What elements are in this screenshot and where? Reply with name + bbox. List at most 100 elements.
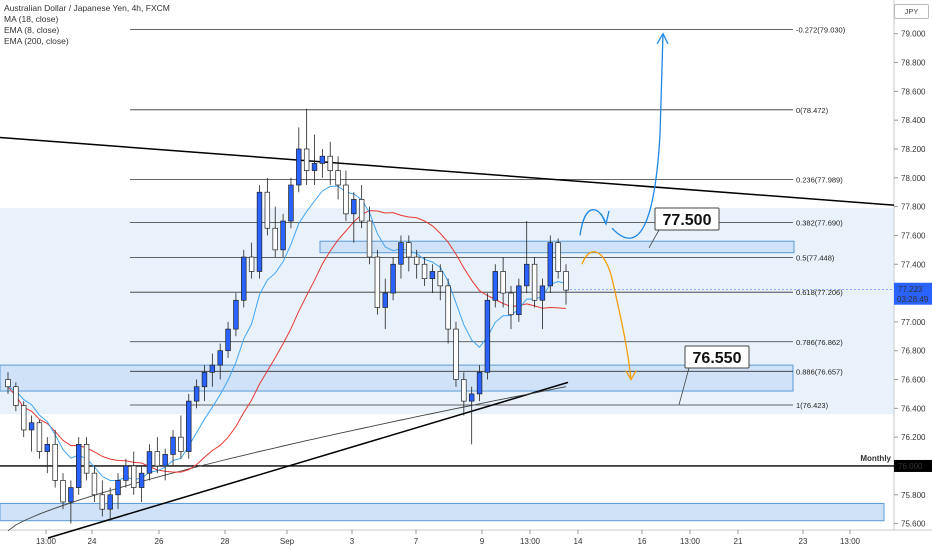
candle bbox=[115, 473, 121, 510]
price-tick-label: 77.400 bbox=[901, 260, 926, 269]
fib-label: 0.618(77.206) bbox=[796, 288, 843, 297]
candle bbox=[406, 235, 412, 272]
candle-body bbox=[146, 451, 153, 474]
time-tick-label: Sep bbox=[280, 537, 295, 546]
candle-body bbox=[170, 436, 176, 455]
legend-title: Australian Dollar / Japanese Yen, 4h, FX… bbox=[4, 3, 170, 13]
candle bbox=[351, 192, 357, 243]
candle-body bbox=[225, 328, 231, 352]
candle bbox=[21, 401, 27, 438]
fib-label: 0(78.472) bbox=[796, 106, 829, 115]
candle bbox=[453, 321, 459, 387]
candle bbox=[461, 372, 467, 416]
candle bbox=[374, 249, 381, 315]
candle bbox=[523, 221, 530, 294]
candle bbox=[186, 393, 192, 459]
candle bbox=[241, 249, 247, 308]
candle bbox=[256, 185, 263, 279]
chart-legend: Australian Dollar / Japanese Yen, 4h, FX… bbox=[4, 3, 170, 47]
candle bbox=[398, 235, 404, 279]
currency-badge[interactable]: JPY bbox=[894, 4, 929, 19]
candle-body bbox=[138, 472, 145, 488]
candle-body bbox=[233, 299, 239, 330]
fib-label: 0.886(76.657) bbox=[796, 367, 843, 376]
candle-body bbox=[406, 242, 412, 258]
fib-label: 0.786(76.862) bbox=[796, 338, 843, 347]
time-tick-label: 16 bbox=[638, 537, 647, 546]
candle bbox=[68, 480, 74, 524]
support-zone bbox=[0, 364, 794, 392]
candle-body bbox=[52, 443, 58, 481]
legend-ema200: EMA (200, close) bbox=[4, 36, 69, 46]
monthly-price-tag bbox=[894, 459, 932, 472]
candle bbox=[162, 448, 168, 481]
price-tick-label: 78.000 bbox=[901, 174, 926, 183]
fib-label: 0.5(77.448) bbox=[796, 253, 835, 262]
time-tick-label: 9 bbox=[480, 537, 485, 546]
candle bbox=[83, 437, 90, 481]
candle bbox=[296, 127, 302, 193]
fib-label: 1(76.423) bbox=[796, 401, 829, 410]
candle-body bbox=[248, 256, 255, 272]
candle-body bbox=[296, 148, 302, 186]
candle bbox=[138, 465, 145, 502]
candle bbox=[123, 458, 129, 488]
fib-levels: -0.272(79.030) 0(78.472) 0.236(77.989) 0.38… bbox=[130, 25, 846, 410]
time-tick-label: 23 bbox=[799, 537, 808, 546]
candle-body bbox=[303, 148, 310, 171]
callout-pointer bbox=[648, 229, 660, 249]
candle-body bbox=[351, 199, 357, 215]
bearish-arrow bbox=[581, 251, 632, 380]
candle bbox=[327, 141, 333, 186]
candle bbox=[131, 451, 137, 495]
candle bbox=[99, 480, 106, 517]
candle bbox=[178, 415, 184, 459]
candle-body bbox=[311, 163, 318, 171]
monthly-label: Monthly bbox=[860, 454, 891, 463]
time-tick-label: 21 bbox=[734, 537, 743, 546]
candle-body bbox=[476, 371, 483, 395]
fib-label: 0.382(77.690) bbox=[796, 218, 843, 227]
candle bbox=[319, 148, 326, 178]
candle bbox=[311, 134, 318, 186]
candle-body bbox=[83, 443, 90, 474]
time-tick-label: 13:00 bbox=[520, 537, 541, 546]
candle bbox=[555, 238, 561, 279]
fib-label: -0.272(79.030) bbox=[796, 25, 846, 34]
candle-body bbox=[366, 220, 373, 258]
candle-body bbox=[68, 487, 74, 503]
candle-body bbox=[36, 422, 43, 452]
price-tick-label: 77.800 bbox=[901, 203, 926, 212]
legend-ema8: EMA (8, close) bbox=[4, 25, 60, 35]
candle bbox=[500, 257, 506, 308]
candle bbox=[13, 382, 19, 412]
candle-body bbox=[123, 465, 129, 481]
legend-ma18: MA (18, close) bbox=[4, 14, 59, 24]
candle bbox=[421, 257, 428, 286]
candle bbox=[36, 419, 43, 459]
time-tick-label: 3 bbox=[350, 537, 355, 546]
candle-body bbox=[461, 379, 467, 402]
candle bbox=[531, 257, 538, 308]
price-tick-label: 78.400 bbox=[901, 116, 926, 125]
candle-body bbox=[209, 364, 216, 373]
candle bbox=[248, 242, 255, 279]
candle-body bbox=[382, 292, 388, 308]
candle-body bbox=[13, 386, 19, 406]
candle bbox=[233, 293, 239, 337]
price-tick-label: 75.600 bbox=[901, 520, 926, 529]
time-tick-label: 13:00 bbox=[840, 537, 861, 546]
candle bbox=[413, 249, 420, 279]
candle bbox=[44, 437, 51, 474]
price-tick-label: 78.200 bbox=[901, 145, 926, 154]
bullish-arrow bbox=[611, 33, 664, 239]
candle-body bbox=[547, 242, 553, 287]
candle bbox=[76, 437, 82, 495]
candle-body bbox=[272, 227, 278, 251]
candle-body bbox=[217, 350, 223, 366]
candle bbox=[5, 372, 11, 394]
candle-body bbox=[21, 405, 27, 431]
time-tick-label: 24 bbox=[88, 537, 97, 546]
candle-body bbox=[241, 256, 247, 301]
